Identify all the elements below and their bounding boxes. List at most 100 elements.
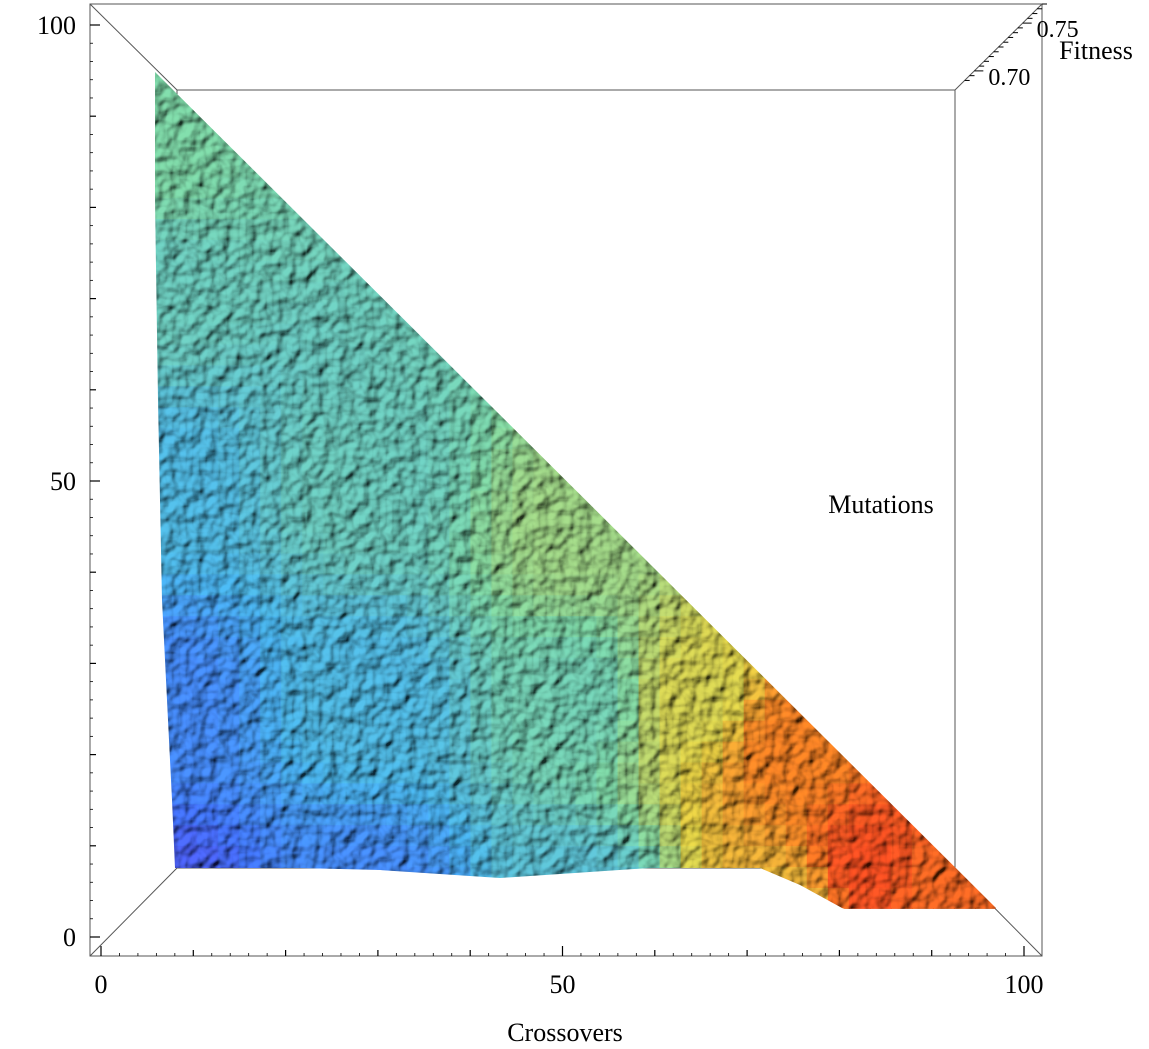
surface-cell xyxy=(176,490,198,512)
surface-cell xyxy=(470,406,493,429)
surface-cell xyxy=(533,469,556,491)
surface-cell xyxy=(239,887,261,909)
surface-cell xyxy=(302,427,324,449)
surface-cell xyxy=(407,343,430,366)
surface-cell xyxy=(512,615,535,638)
surface-cell xyxy=(302,552,324,575)
surface-cell xyxy=(428,824,451,847)
surface-cell xyxy=(302,239,324,261)
surface-cell xyxy=(554,427,577,449)
surface-cell xyxy=(806,678,829,700)
surface-cell xyxy=(302,887,324,909)
surface-cell xyxy=(617,866,640,888)
surface-cell xyxy=(449,824,472,847)
surface-cell xyxy=(386,510,409,533)
surface-cell xyxy=(659,782,682,805)
surface-cell xyxy=(659,699,682,721)
surface-cell xyxy=(176,385,198,408)
surface-cell xyxy=(554,573,577,596)
surface-cell xyxy=(260,385,282,408)
surface-cell xyxy=(176,448,198,470)
box-edge xyxy=(89,867,178,957)
surface-cell xyxy=(197,510,219,533)
surface-cell xyxy=(365,887,388,909)
surface-cell xyxy=(554,469,577,491)
surface-cell xyxy=(428,887,451,909)
surface-cell xyxy=(680,594,703,617)
surface-cell xyxy=(281,845,303,867)
surface-cell xyxy=(848,761,871,784)
surface-cell xyxy=(176,113,198,136)
surface-cell xyxy=(218,427,240,449)
surface-cell xyxy=(449,490,472,512)
surface-cell xyxy=(155,239,177,261)
surface-cell xyxy=(470,490,493,512)
surface-cell xyxy=(869,824,892,847)
surface-cell xyxy=(344,281,367,303)
surface-cell xyxy=(155,657,177,679)
surface-cell xyxy=(155,490,177,512)
surface-cell xyxy=(806,887,829,909)
surface-cell xyxy=(575,782,598,805)
surface-cell xyxy=(533,866,556,888)
surface-cell xyxy=(470,699,493,721)
surface-cell xyxy=(176,678,198,700)
surface-cell xyxy=(344,490,367,512)
surface-cell xyxy=(722,845,745,867)
surface-cell xyxy=(260,636,282,658)
surface-cell xyxy=(155,92,177,115)
surface-cell xyxy=(281,782,303,805)
surface-cell xyxy=(701,699,724,721)
surface-cell xyxy=(323,239,346,261)
surface-cell xyxy=(785,782,808,805)
surface-cell xyxy=(785,699,808,721)
surface-cell xyxy=(911,803,934,826)
surface-cell xyxy=(176,761,198,784)
y-tick-label: 0 xyxy=(63,923,76,952)
surface-cell xyxy=(764,782,787,805)
surface-cell xyxy=(512,552,535,575)
surface-cell xyxy=(365,866,388,888)
surface-cell xyxy=(260,699,282,721)
surface-cell xyxy=(197,448,219,470)
surface-cell xyxy=(260,427,282,449)
surface-cell xyxy=(365,657,388,679)
surface-cell xyxy=(848,740,871,763)
surface-cell xyxy=(323,845,346,867)
surface-cell xyxy=(491,636,514,658)
surface-cell xyxy=(344,552,367,575)
surface-cell xyxy=(596,552,619,575)
surface-cell xyxy=(743,887,766,909)
surface-cell xyxy=(512,510,535,533)
surface-cell xyxy=(365,281,388,303)
surface-cell xyxy=(701,740,724,763)
x-tick-label: 50 xyxy=(550,970,576,999)
surface-cell xyxy=(491,887,514,909)
surface-cell xyxy=(344,740,367,763)
surface-cell xyxy=(344,301,367,324)
surface-cell xyxy=(344,448,367,470)
surface-cell xyxy=(344,803,367,826)
surface-cell xyxy=(281,887,303,909)
surface-cell xyxy=(743,740,766,763)
surface-cell xyxy=(239,385,261,408)
surface-cell xyxy=(239,573,261,596)
surface-cell xyxy=(764,887,787,909)
surface-cell xyxy=(239,406,261,429)
surface-cell xyxy=(302,719,324,742)
surface-cell xyxy=(596,803,619,826)
surface-cell xyxy=(365,615,388,638)
surface-cell xyxy=(428,719,451,742)
surface-cell xyxy=(176,281,198,303)
surface-cell xyxy=(764,866,787,888)
surface-cell xyxy=(932,887,955,909)
surface-cell xyxy=(701,782,724,805)
surface-cell xyxy=(428,657,451,679)
surface-cell xyxy=(197,364,219,387)
surface-cell xyxy=(344,322,367,345)
surface-cell xyxy=(680,573,703,596)
surface-cell xyxy=(323,782,346,805)
surface-cell xyxy=(722,740,745,763)
surface-cell xyxy=(470,469,493,491)
surface-cell xyxy=(260,301,282,324)
